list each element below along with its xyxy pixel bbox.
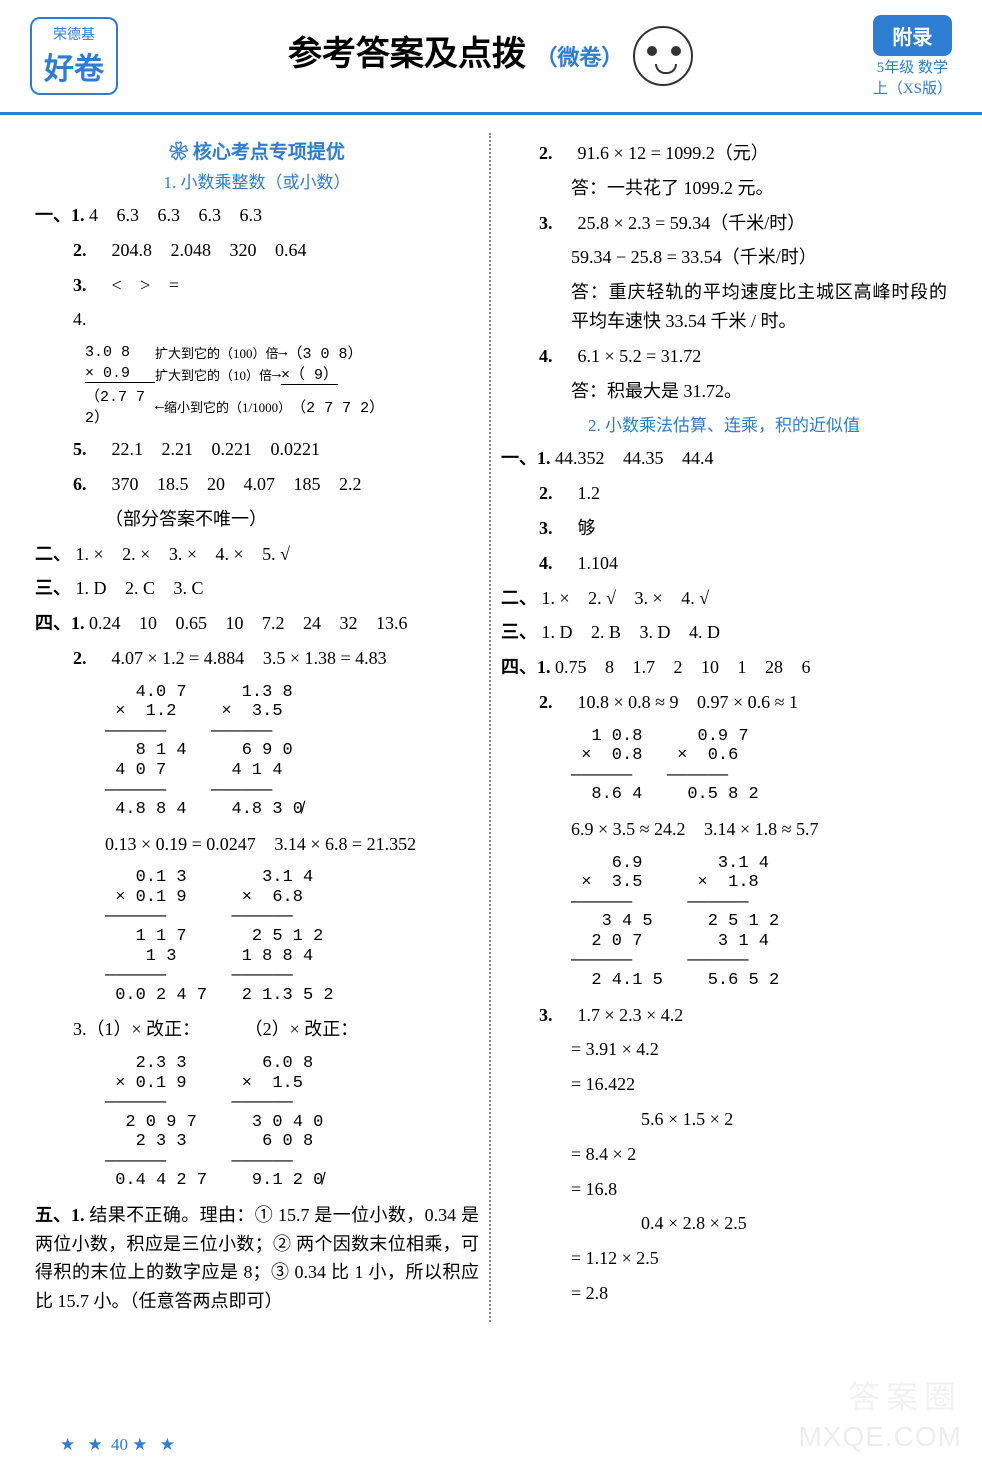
r2-ans: 答：一共花了 1099.2 元。	[501, 174, 947, 203]
sec4-2-line: 2. 4.07 × 1.2 = 4.884 3.5 × 1.38 = 4.83	[35, 644, 479, 673]
q4-diagram: 3.0 8 扩大到它的（100）倍 → （3 0 8） × 0.9 扩大到它的（…	[85, 342, 479, 427]
calc-row-3: 2.3 3 × 0.1 9 ―――――― 2 0 9 7 2 3 3 ―――――…	[35, 1050, 479, 1195]
r4-ans: 答：积最大是 31.72。	[501, 377, 947, 406]
sec4-1-line: 四、1. 0.24 10 0.65 10 7.2 24 32 13.6	[35, 609, 479, 638]
section-title: ❀ 核心考点专项提优	[35, 137, 479, 164]
calc-step: 0.4 × 2.8 × 2.5	[501, 1209, 947, 1238]
brand-logo: 荣德基 好卷	[30, 17, 118, 95]
grade-line2: 上（XS版）	[873, 77, 952, 98]
watermark-cn: 答案圈	[848, 1372, 962, 1418]
q6-note: （部分答案不唯一）	[35, 505, 479, 534]
content-area: ❀ 核心考点专项提优 1. 小数乘整数（或小数） 一、1. 4 6.3 6.3 …	[0, 115, 982, 1322]
calc-step: = 1.12 × 2.5	[501, 1244, 947, 1273]
q4-label: 4.	[35, 305, 479, 334]
r4-line: 4. 6.1 × 5.2 = 31.72	[501, 342, 947, 371]
rq3-line: 3. 够	[501, 514, 947, 543]
r3-ans: 答：重庆轻轨的平均速度比主城区高峰时段的平均车速快 33.54 千米 / 时。	[501, 278, 947, 336]
vertical-calc: 3.1 4 × 1.8 ―――――― 2 5 1 2 3 1 4 ―――――― …	[687, 854, 779, 991]
page-footer: ★ ★ 40 ★ ★	[0, 1435, 982, 1455]
header-right: 附录 5年级 数学 上（XS版）	[863, 15, 952, 98]
calc-step: = 16.422	[501, 1070, 947, 1099]
calc-step: = 2.8	[501, 1279, 947, 1308]
sec2-line: 二、 1. × 2. × 3. × 4. × 5. √	[35, 540, 479, 569]
r3-line: 3. 25.8 × 2.3 = 59.34（千米/时）	[501, 209, 947, 238]
page-number: 40	[111, 1435, 128, 1454]
teacher-icon	[633, 26, 693, 86]
vertical-calc: 0.9 7 × 0.6 ―――――― 0.5 8 2	[667, 727, 759, 805]
brand-top: 荣德基	[44, 24, 104, 44]
vertical-calc: 0.1 3 × 0.1 9 ―――――― 1 1 7 1 3 ―――――― 0.…	[105, 868, 207, 1005]
vertical-calc: 6.0 8 × 1.5 ―――――― 3 0 4 0 6 0 8 ―――――― …	[232, 1054, 324, 1191]
section-sub: 1. 小数乘整数（或小数）	[35, 168, 479, 193]
vertical-calc: 6.9 × 3.5 ―――――― 3 4 5 2 0 7 ―――――― 2 4.…	[571, 854, 663, 991]
rsec4-3-line: 3. 1.7 × 2.3 × 4.2	[501, 1001, 947, 1030]
right-column: 2. 91.6 × 12 = 1099.2（元） 答：一共花了 1099.2 元…	[491, 133, 957, 1322]
rcalc-row-1: 1 0.8 × 0.8 ―――――― 8.6 4 0.9 7 × 0.6 ―――…	[501, 723, 947, 809]
star-icon: ★ ★	[60, 1435, 107, 1454]
rq1-line: 一、1. 44.352 44.35 44.4	[501, 444, 947, 473]
rcalc-row-2: 6.9 × 3.5 ―――――― 3 4 5 2 0 7 ―――――― 2 4.…	[501, 850, 947, 995]
title-main: 参考答案及点拨	[288, 35, 526, 73]
vertical-calc: 4.0 7 × 1.2 ―――――― 8 1 4 4 0 7 ―――――― 4.…	[105, 683, 187, 820]
q5-line: 5. 22.1 2.21 0.221 0.0221	[35, 435, 479, 464]
grade-line1: 5年级 数学	[873, 56, 952, 77]
rsec3-line: 三、 1. D 2. B 3. D 4. D	[501, 618, 947, 647]
rq2-line: 2. 1.2	[501, 479, 947, 508]
r3-eq2: 59.34 − 25.8 = 33.54（千米/时）	[501, 243, 947, 272]
sec3-line: 三、 1. D 2. C 3. C	[35, 574, 479, 603]
r2-line: 2. 91.6 × 12 = 1099.2（元）	[501, 139, 947, 168]
vertical-calc: 1.3 8 × 3.5 ―――――― 6 9 0 4 1 4 ―――――― 4.…	[211, 683, 303, 820]
rsec4-2-line: 2. 10.8 × 0.8 ≈ 9 0.97 × 0.6 ≈ 1	[501, 688, 947, 717]
q2-line: 2. 204.8 2.048 320 0.64	[35, 236, 479, 265]
calc-step: = 8.4 × 2	[501, 1140, 947, 1169]
sec4-2-line2: 0.13 × 0.19 = 0.0247 3.14 × 6.8 = 21.352	[35, 830, 479, 859]
sec4-3-line: 3.（1）× 改正： （2）× 改正：	[35, 1015, 479, 1044]
q6-line: 6. 370 18.5 20 4.07 185 2.2	[35, 470, 479, 499]
calc-step: 5.6 × 1.5 × 2	[501, 1105, 947, 1134]
paw-icon: ❀	[169, 142, 193, 163]
calc-step: = 16.8	[501, 1175, 947, 1204]
rsec4-1-line: 四、1. 0.75 8 1.7 2 10 1 28 6	[501, 653, 947, 682]
vertical-calc: 2.3 3 × 0.1 9 ―――――― 2 0 9 7 2 3 3 ―――――…	[105, 1054, 207, 1191]
calc-step: = 3.91 × 4.2	[501, 1035, 947, 1064]
page-header: 荣德基 好卷 参考答案及点拨 （微卷） 附录 5年级 数学 上（XS版）	[0, 0, 982, 115]
rsec4-2-line2: 6.9 × 3.5 ≈ 24.2 3.14 × 1.8 ≈ 5.7	[501, 815, 947, 844]
r-section-sub: 2. 小数乘法估算、连乘，积的近似值	[501, 411, 947, 436]
brand-main: 好卷	[44, 44, 104, 88]
star-icon: ★ ★	[132, 1435, 179, 1454]
q1-line: 一、1. 4 6.3 6.3 6.3 6.3	[35, 201, 479, 230]
title-sub: （微卷）	[535, 45, 623, 70]
calc-row-1: 4.0 7 × 1.2 ―――――― 8 1 4 4 0 7 ―――――― 4.…	[35, 679, 479, 824]
vertical-calc: 1 0.8 × 0.8 ―――――― 8.6 4	[571, 727, 642, 805]
q3-line: 3. < > =	[35, 271, 479, 300]
calc-row-2: 0.1 3 × 0.1 9 ―――――― 1 1 7 1 3 ―――――― 0.…	[35, 864, 479, 1009]
appendix-badge: 附录	[873, 15, 952, 56]
sec5-line: 五、1. 结果不正确。理由：① 15.7 是一位小数，0.34 是两位小数，积应…	[35, 1201, 479, 1316]
vertical-calc: 3.1 4 × 6.8 ―――――― 2 5 1 2 1 8 8 4 ―――――…	[232, 868, 334, 1005]
rsec2-line: 二、 1. × 2. √ 3. × 4. √	[501, 584, 947, 613]
rq4-line: 4. 1.104	[501, 549, 947, 578]
left-column: ❀ 核心考点专项提优 1. 小数乘整数（或小数） 一、1. 4 6.3 6.3 …	[25, 133, 491, 1322]
page-title: 参考答案及点拨 （微卷）	[118, 26, 863, 86]
